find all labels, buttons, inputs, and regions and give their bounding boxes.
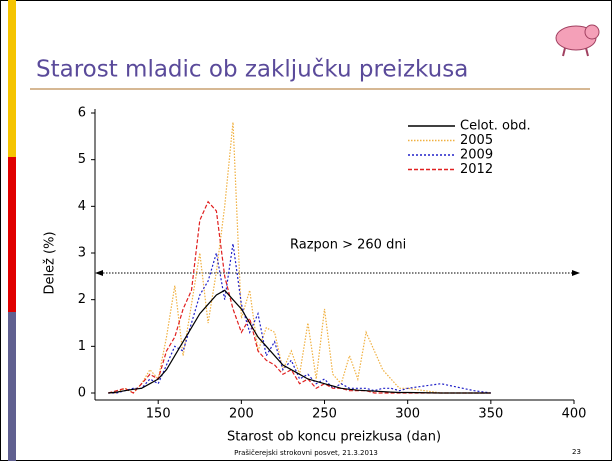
pig-icon xyxy=(556,25,599,56)
x-tick-label: 400 xyxy=(562,407,587,422)
side-bar xyxy=(8,312,16,461)
x-axis-label: Starost ob koncu preizkusa (dan) xyxy=(227,430,441,445)
side-bar xyxy=(8,0,16,157)
x-tick-label: 200 xyxy=(229,407,254,422)
y-tick-label: 3 xyxy=(78,246,86,261)
y-tick-label: 5 xyxy=(78,152,86,167)
page-number: 23 xyxy=(572,448,581,456)
legend-label: Celot. obd. xyxy=(460,119,531,134)
y-tick-label: 1 xyxy=(78,339,86,354)
x-tick-label: 150 xyxy=(146,407,171,422)
series-line xyxy=(108,202,491,393)
y-tick-label: 4 xyxy=(78,199,86,214)
legend-label: 2012 xyxy=(460,162,493,177)
range-arrow xyxy=(95,270,580,276)
x-tick-label: 250 xyxy=(312,407,337,422)
y-tick-label: 2 xyxy=(78,292,86,307)
footer: Prašičerejski strokovni posvet, 21.3.201… xyxy=(234,449,378,457)
legend-label: 2005 xyxy=(460,133,493,148)
series-line xyxy=(108,122,491,393)
x-tick-label: 350 xyxy=(478,407,503,422)
y-tick-label: 0 xyxy=(78,386,86,401)
annotation: Razpon > 260 dni xyxy=(290,238,406,253)
x-tick-label: 300 xyxy=(395,407,420,422)
slide-title: Starost mladic ob zaključku preizkusa xyxy=(36,57,468,83)
y-axis-label: Delež (%) xyxy=(43,231,58,294)
slide: Starost mladic ob zaključku preizkusa De… xyxy=(0,0,612,461)
y-tick-label: 6 xyxy=(78,106,86,121)
side-bar xyxy=(8,157,16,312)
legend-label: 2009 xyxy=(460,148,493,163)
